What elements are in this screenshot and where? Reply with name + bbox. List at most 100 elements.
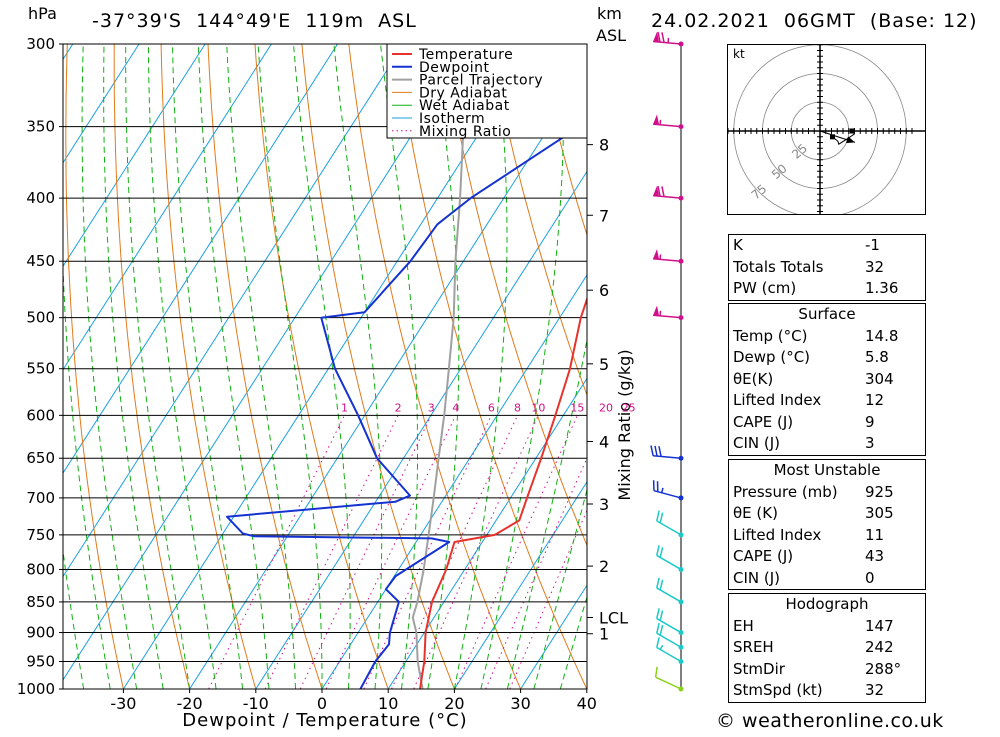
wind-barb xyxy=(653,32,683,47)
mixing-ratio-line xyxy=(300,415,431,689)
table-row: Temp (°C)14.8 xyxy=(729,326,925,348)
temperature-tick-label: 30 xyxy=(510,694,530,713)
legend-entry: Mixing Ratio xyxy=(419,124,511,140)
row-label: Lifted Index xyxy=(733,390,821,412)
row-value: 304 xyxy=(865,369,919,391)
mixing-ratio-line xyxy=(364,415,492,689)
isotherm-line xyxy=(0,44,404,689)
km-tick-label: 4 xyxy=(599,432,609,451)
pressure-tick-label: 950 xyxy=(26,653,55,671)
mixing-ratio-line xyxy=(486,415,606,689)
dry-adiabat-line xyxy=(161,44,256,689)
wet-adiabat-line xyxy=(61,44,110,689)
mixing-ratio-label: 6 xyxy=(488,401,495,414)
row-label: K xyxy=(733,235,743,257)
wind-barb-flag xyxy=(660,610,662,620)
asl-label: ASL xyxy=(596,26,626,45)
chart-axes: 3003504004505005506006507007508008509009… xyxy=(17,35,636,731)
dry-adiabat-line xyxy=(959,44,1000,689)
row-label: StmSpd (kt) xyxy=(733,680,823,702)
table-title: Surface xyxy=(729,304,925,326)
pressure-tick-label: 650 xyxy=(26,449,55,467)
row-value: 9 xyxy=(865,412,919,434)
row-label: CIN (J) xyxy=(733,568,780,590)
pressure-tick-label: 600 xyxy=(26,406,55,424)
mixing-ratio-line xyxy=(326,415,456,689)
mixing-ratio-label: 4 xyxy=(452,401,459,414)
pressure-tick-label: 500 xyxy=(26,309,55,327)
wet-adiabat-line xyxy=(148,44,216,689)
wet-adiabat-line xyxy=(126,44,190,689)
table-row: CIN (J)3 xyxy=(729,433,925,455)
pressure-unit-label: hPa xyxy=(28,4,57,23)
wind-barb-flag xyxy=(657,511,659,521)
location-title: -37°39'S 144°49'E 119m ASL xyxy=(92,10,417,32)
row-value: 43 xyxy=(865,546,919,568)
copyright-label: © weatheronline.co.uk xyxy=(716,710,944,732)
wind-barb-flag xyxy=(655,446,657,456)
row-label: StmDir xyxy=(733,659,785,681)
wind-barb-flag xyxy=(657,623,659,633)
wind-barb-staff xyxy=(653,42,681,44)
wind-barb-staff xyxy=(653,456,681,458)
wind-barb-staff xyxy=(657,619,681,633)
mixing-ratio-line xyxy=(209,415,345,689)
table-row: CAPE (J)9 xyxy=(729,412,925,434)
table-row: SREH 242 xyxy=(729,637,925,659)
row-label: SREH xyxy=(733,637,774,659)
isotherm-line xyxy=(0,44,7,689)
wind-barb xyxy=(653,114,683,129)
row-value: 305 xyxy=(865,503,919,525)
pressure-tick-label: 450 xyxy=(26,252,55,270)
isotherm-line xyxy=(123,44,536,689)
wet-adiabat-line xyxy=(428,44,459,689)
wind-barb-staff xyxy=(657,588,681,602)
pressure-tick-label: 800 xyxy=(26,560,55,578)
mixing-ratio-line xyxy=(510,415,629,689)
temperature-tick-label: -30 xyxy=(110,694,136,713)
wind-barb-flag xyxy=(657,608,659,618)
table-row: θE(K) 304 xyxy=(729,369,925,391)
mixing-ratio-line xyxy=(392,415,518,689)
temperature-line xyxy=(420,44,629,689)
mixing-ratio-label: 2 xyxy=(395,401,402,414)
wind-barb xyxy=(656,667,684,692)
isotherm-line xyxy=(190,44,603,689)
temperature-tick-label: 40 xyxy=(577,694,597,713)
table-row: StmSpd (kt)32 xyxy=(729,680,925,702)
wind-barb-staff xyxy=(654,491,681,498)
dry-adiabat-line xyxy=(66,44,124,689)
mixing-ratio-label: 1 xyxy=(341,401,348,414)
mixing-ratio-line xyxy=(455,415,577,689)
hodograph-ring-label: 25 xyxy=(789,141,810,162)
table-row: CIN (J) 0 xyxy=(729,568,925,590)
wind-barb xyxy=(657,511,684,538)
dry-adiabat-line xyxy=(302,44,455,689)
row-label: Dewp (°C) xyxy=(733,347,810,369)
wind-barb-flag xyxy=(656,667,658,677)
row-value: 1.36 xyxy=(865,278,919,300)
km-tick-label: 1 xyxy=(599,625,609,644)
hodograph-ring-label: 75 xyxy=(749,182,770,203)
row-value: 0 xyxy=(865,568,919,590)
wind-barb-pennant xyxy=(653,306,659,316)
wind-barb-flag xyxy=(660,513,662,523)
hodograph-unit-label: kt xyxy=(733,47,745,61)
mixing-ratio-label: 8 xyxy=(514,401,521,414)
row-value: 5.8 xyxy=(865,347,919,369)
wind-barb xyxy=(654,480,684,500)
row-value: 242 xyxy=(865,637,919,659)
hodograph-end-marker xyxy=(850,129,855,134)
wet-adiabat-line xyxy=(104,44,163,689)
pressure-tick-label: 850 xyxy=(26,593,55,611)
wind-barb-flag xyxy=(660,625,662,635)
wind-barb-flag xyxy=(657,578,659,588)
wind-barb xyxy=(651,446,684,461)
row-label: θE(K) xyxy=(733,369,773,391)
wind-barb-column xyxy=(651,32,684,692)
wind-barb xyxy=(653,306,683,321)
